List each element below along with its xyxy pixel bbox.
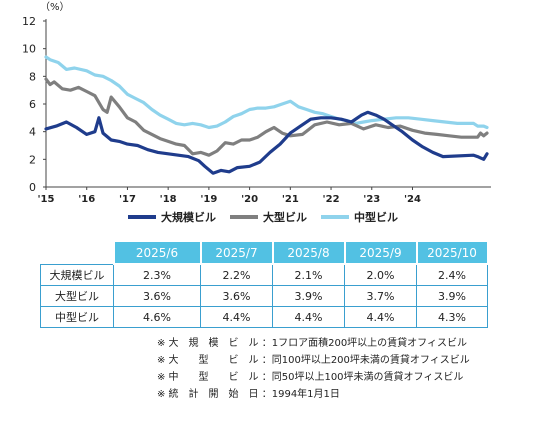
y-tick-label: 6 [29, 98, 36, 111]
footnote: ※ 大 型 ビ ル ：同100坪以上200坪未満の賃貸オフィスビル [157, 355, 470, 366]
series-line-1 [44, 77, 489, 157]
footnotes: ※ 大 規 模 ビ ル ：1フロア面積200坪以上の賃貸オフィスビル ※ 大 型… [157, 335, 470, 403]
x-tick-label: '22 [323, 194, 340, 205]
chart-legend: 大規模ビル 大型ビル 中型ビル [128, 209, 398, 225]
table-cell: 2.4% [416, 263, 488, 286]
table-corner [40, 241, 114, 264]
footnote: ※ 統 計 開 始 日 ：1994年1月1日 [157, 389, 340, 400]
table-cell: 2.3% [113, 263, 201, 286]
table-row: 大型ビル 3.6% 3.6% 3.9% 3.7% 3.9% [40, 285, 488, 307]
table-cell: 3.6% [200, 285, 273, 307]
chart-series-lines [44, 55, 489, 175]
legend-swatch [128, 215, 156, 219]
table-column-header: 2025/6 [112, 240, 202, 265]
legend-label: 大型ビル [263, 211, 307, 224]
table-cell: 3.6% [113, 285, 201, 307]
table-column-header: 2025/7 [199, 240, 274, 265]
y-axis-unit-label: （%） [40, 1, 70, 13]
chart-axes [45, 19, 491, 188]
row-label: 大規模ビル [40, 263, 114, 286]
y-tick-label: 8 [29, 70, 36, 83]
legend-swatch [230, 215, 258, 219]
legend-label: 大規模ビル [161, 211, 216, 224]
table-column-header: 2025/9 [343, 240, 418, 265]
legend-item-large-scale: 大規模ビル [128, 209, 216, 225]
series-line-0 [44, 110, 489, 175]
table-header-row: 2025/6 2025/7 2025/8 2025/9 2025/10 [40, 240, 489, 265]
x-tick-label: '21 [282, 194, 299, 205]
line-chart: （%） 0 2 4 6 8 10 12 '15 '16 '17 '18 '19 '20 '21 '22 '23 '… [22, 1, 491, 205]
legend-item-large: 大型ビル [230, 209, 307, 225]
legend-item-mid: 中型ビル [321, 209, 398, 225]
footnote: ※ 大 規 模 ビ ル ：1フロア面積200坪以上の賃貸オフィスビル [157, 338, 467, 349]
table-column-header: 2025/8 [271, 240, 346, 265]
table-cell: 4.4% [200, 306, 273, 328]
x-tick-label: '16 [78, 194, 95, 205]
table-cell: 2.0% [344, 263, 417, 286]
table-column-header: 2025/10 [415, 240, 489, 265]
table-cell: 3.9% [416, 285, 488, 307]
x-tick-label: '18 [160, 194, 177, 205]
chart-ticks: （%） 0 2 4 6 8 10 12 '15 '16 '17 '18 '19 '20 '21 '22 '23 '… [22, 1, 421, 205]
table-cell: 2.2% [200, 263, 273, 286]
table-cell: 2.1% [272, 263, 345, 286]
table-cell: 4.4% [344, 306, 417, 328]
y-tick-label: 2 [29, 153, 36, 166]
table-row: 大規模ビル 2.3% 2.2% 2.1% 2.0% 2.4% [40, 263, 488, 286]
legend-label: 中型ビル [354, 211, 398, 224]
table-cell: 4.4% [272, 306, 345, 328]
x-tick-label: '15 [38, 194, 55, 205]
legend-swatch [321, 215, 349, 219]
y-tick-label: 12 [22, 15, 36, 28]
y-tick-label: 10 [22, 43, 36, 56]
footnote: ※ 中 型 ビ ル ：同50坪以上100坪未満の賃貸オフィスビル [157, 372, 464, 383]
x-tick-label: '24 [404, 194, 421, 205]
x-tick-label: '23 [363, 194, 380, 205]
table-cell: 4.3% [416, 306, 488, 328]
y-tick-label: 0 [29, 181, 36, 194]
vacancy-rate-table: 2025/6 2025/7 2025/8 2025/9 2025/10 大規模ビ… [40, 240, 489, 328]
table-row: 中型ビル 4.6% 4.4% 4.4% 4.4% 4.3% [40, 306, 488, 328]
y-tick-label: 4 [29, 126, 36, 139]
x-tick-label: '19 [200, 194, 217, 205]
table-cell: 3.9% [272, 285, 345, 307]
series-line-2 [44, 55, 489, 130]
table-cell: 3.7% [344, 285, 417, 307]
row-label: 大型ビル [40, 285, 114, 307]
x-tick-label: '20 [241, 194, 258, 205]
row-label: 中型ビル [40, 306, 114, 328]
table-cell: 4.6% [113, 306, 201, 328]
x-tick-label: '17 [119, 194, 136, 205]
